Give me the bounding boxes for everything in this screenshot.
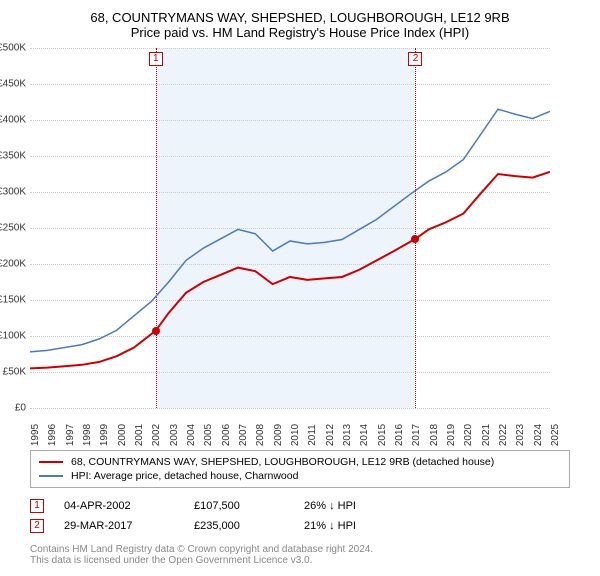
x-tick-label: 2020 bbox=[463, 424, 474, 446]
legend-label: HPI: Average price, detached house, Char… bbox=[71, 470, 298, 482]
sales-date: 04-APR-2002 bbox=[64, 500, 174, 512]
x-tick-label: 1998 bbox=[82, 424, 93, 446]
x-tick-label: 2016 bbox=[394, 424, 405, 446]
sales-comparison: 26% ↓ HPI bbox=[304, 500, 394, 512]
x-tick-label: 1995 bbox=[30, 424, 41, 446]
sales-table: 1 04-APR-2002 £107,500 26% ↓ HPI 2 29-MAR-201… bbox=[30, 496, 570, 536]
legend: 68, COUNTRYMANS WAY, SHEPSHED, LOUGHBORO… bbox=[30, 450, 570, 488]
x-tick-label: 2008 bbox=[255, 424, 266, 446]
x-axis: 1995199619971998199920002001200220032004… bbox=[30, 410, 550, 440]
sale-marker-top: 2 bbox=[408, 52, 422, 66]
x-tick-label: 2025 bbox=[550, 424, 561, 446]
y-tick-label: £400K bbox=[0, 115, 26, 126]
chart-title-block: 68, COUNTRYMANS WAY, SHEPSHED, LOUGHBORO… bbox=[10, 10, 590, 40]
footnote-line2: This data is licensed under the Open Gov… bbox=[30, 555, 570, 566]
y-tick-label: £500K bbox=[0, 43, 26, 54]
x-tick-label: 2024 bbox=[533, 424, 544, 446]
x-tick-label: 2009 bbox=[273, 424, 284, 446]
chart-title-address: 68, COUNTRYMANS WAY, SHEPSHED, LOUGHBORO… bbox=[10, 10, 590, 25]
x-tick-label: 2012 bbox=[325, 424, 336, 446]
x-tick-label: 2018 bbox=[429, 424, 440, 446]
y-tick-label: £450K bbox=[0, 79, 26, 90]
legend-row: 68, COUNTRYMANS WAY, SHEPSHED, LOUGHBORO… bbox=[39, 455, 561, 469]
series-property bbox=[30, 172, 550, 369]
y-tick-label: £200K bbox=[0, 259, 26, 270]
x-tick-label: 2019 bbox=[446, 424, 457, 446]
x-tick-label: 2021 bbox=[481, 424, 492, 446]
sales-comparison: 21% ↓ HPI bbox=[304, 520, 394, 532]
sales-marker: 2 bbox=[30, 519, 44, 533]
x-tick-label: 1999 bbox=[99, 424, 110, 446]
x-tick-label: 2017 bbox=[411, 424, 422, 446]
x-tick-label: 1996 bbox=[47, 424, 58, 446]
x-tick-label: 2014 bbox=[359, 424, 370, 446]
sales-date: 29-MAR-2017 bbox=[64, 520, 174, 532]
x-tick-label: 1997 bbox=[65, 424, 76, 446]
legend-swatch bbox=[39, 475, 63, 477]
x-tick-label: 2010 bbox=[290, 424, 301, 446]
x-tick-label: 2006 bbox=[221, 424, 232, 446]
x-tick-label: 2011 bbox=[307, 424, 318, 446]
x-tick-label: 2002 bbox=[151, 424, 162, 446]
legend-row: HPI: Average price, detached house, Char… bbox=[39, 469, 561, 483]
x-tick-label: 2015 bbox=[377, 424, 388, 446]
legend-label: 68, COUNTRYMANS WAY, SHEPSHED, LOUGHBORO… bbox=[71, 456, 494, 468]
x-tick-label: 2013 bbox=[342, 424, 353, 446]
x-tick-label: 2004 bbox=[186, 424, 197, 446]
sales-row: 1 04-APR-2002 £107,500 26% ↓ HPI bbox=[30, 496, 570, 516]
series-hpi bbox=[30, 109, 550, 352]
y-tick-label: £350K bbox=[0, 151, 26, 162]
chart-lines bbox=[30, 48, 550, 408]
x-tick-label: 2007 bbox=[238, 424, 249, 446]
footnote-line1: Contains HM Land Registry data © Crown c… bbox=[30, 544, 570, 555]
y-axis: £0£50K£100K£150K£200K£250K£300K£350K£400… bbox=[0, 48, 30, 408]
gridline-h bbox=[30, 408, 550, 409]
y-tick-label: £250K bbox=[0, 223, 26, 234]
x-tick-label: 2003 bbox=[169, 424, 180, 446]
sales-price: £107,500 bbox=[194, 500, 284, 512]
y-tick-label: £300K bbox=[0, 187, 26, 198]
sale-marker-top: 1 bbox=[149, 52, 163, 66]
y-tick-label: £100K bbox=[0, 331, 26, 342]
sales-price: £235,000 bbox=[194, 520, 284, 532]
sale-data-point bbox=[152, 327, 160, 335]
x-tick-label: 2023 bbox=[515, 424, 526, 446]
sales-marker: 1 bbox=[30, 499, 44, 513]
y-tick-label: £0 bbox=[15, 403, 26, 414]
x-tick-label: 2005 bbox=[203, 424, 214, 446]
plot-area: £0£50K£100K£150K£200K£250K£300K£350K£400… bbox=[30, 48, 550, 408]
y-tick-label: £150K bbox=[0, 295, 26, 306]
sales-row: 2 29-MAR-2017 £235,000 21% ↓ HPI bbox=[30, 516, 570, 536]
footnote: Contains HM Land Registry data © Crown c… bbox=[30, 544, 570, 566]
chart-container: 68, COUNTRYMANS WAY, SHEPSHED, LOUGHBORO… bbox=[10, 10, 590, 566]
chart-title-subtitle: Price paid vs. HM Land Registry's House … bbox=[10, 25, 590, 40]
x-tick-label: 2001 bbox=[134, 424, 145, 446]
sale-data-point bbox=[411, 235, 419, 243]
x-tick-label: 2022 bbox=[498, 424, 509, 446]
legend-swatch bbox=[39, 461, 63, 463]
x-tick-label: 2000 bbox=[117, 424, 128, 446]
y-tick-label: £50K bbox=[3, 367, 26, 378]
